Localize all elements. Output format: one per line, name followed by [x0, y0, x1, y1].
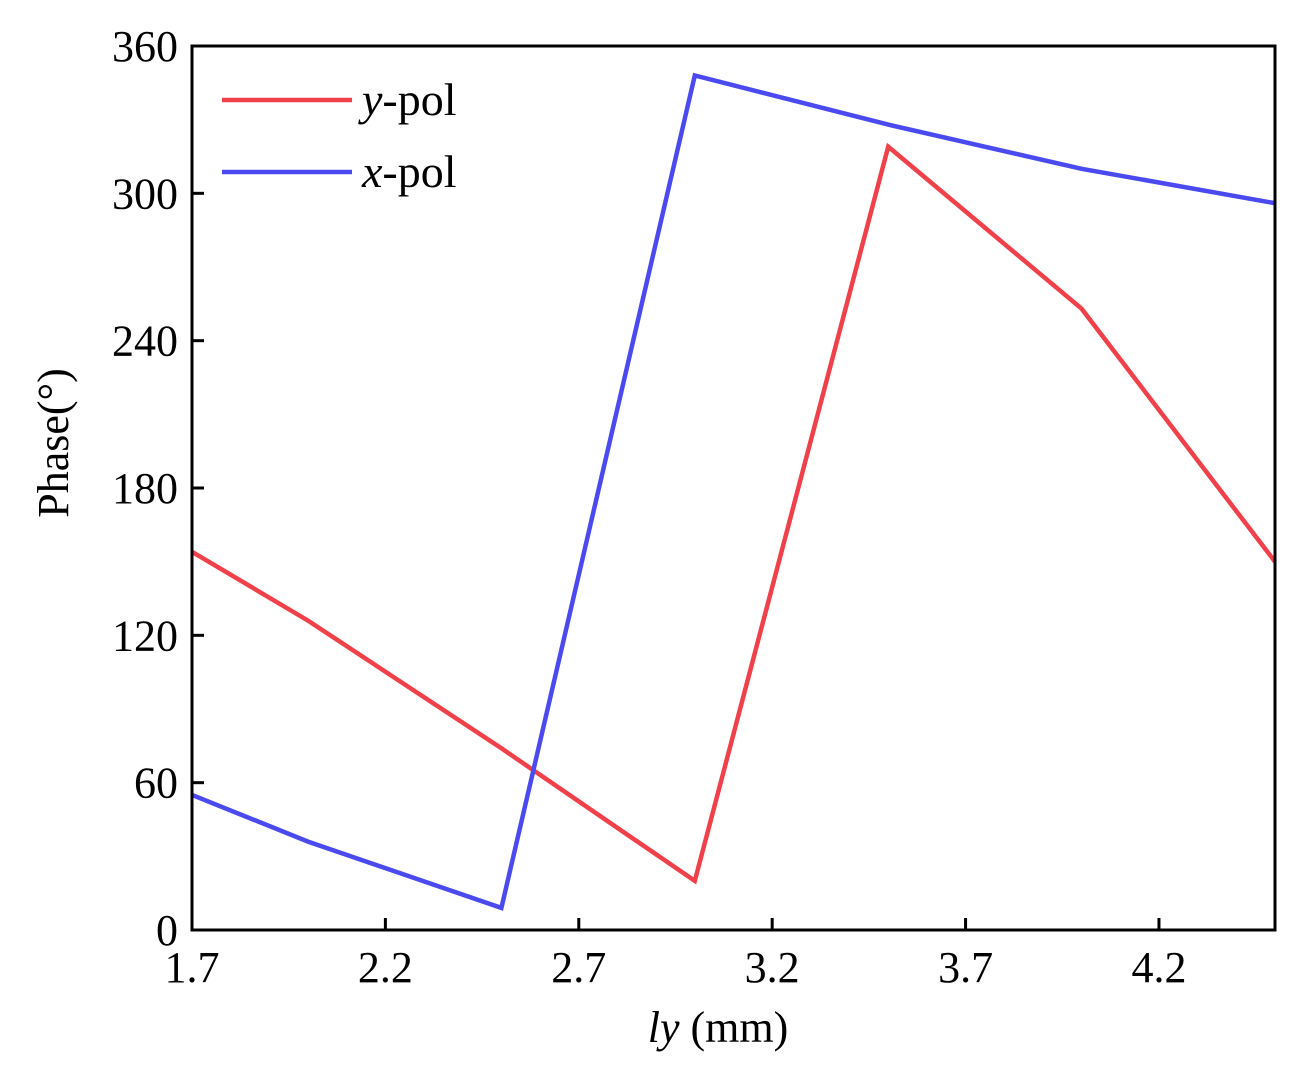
ticks-layer: 1.7 2.2 2.7 3.2 3.7 4.2 0 60 120 180 240 300 360	[112, 22, 1186, 992]
series-line-x-pol	[191, 72, 1276, 911]
y-tick-label: 360	[112, 22, 178, 71]
x-axis-label-italic: ly	[648, 1003, 680, 1052]
x-tick-label: 2.2	[358, 943, 413, 992]
legend-item-y-pol: y-pol	[222, 74, 457, 125]
y-tick-label: 300	[112, 169, 178, 218]
legend-label: x-pol	[361, 146, 457, 197]
x-tick-label: 3.2	[745, 943, 800, 992]
x-axis-label: ly (mm)	[648, 1003, 789, 1052]
y-axis-label: Phase(°)	[29, 368, 78, 518]
legend-item-x-pol: x-pol	[222, 146, 457, 197]
legend: y-pol x-pol	[222, 74, 457, 197]
y-tick-label: 120	[112, 611, 178, 660]
y-tick-label: 60	[134, 759, 178, 808]
x-tick-label: 2.7	[551, 943, 606, 992]
y-tick-label: 180	[112, 464, 178, 513]
plot-frame	[190, 44, 1277, 932]
x-tick-label: 3.7	[938, 943, 993, 992]
x-tick-label: 4.2	[1131, 943, 1186, 992]
series-layer	[190, 72, 1277, 911]
x-tick-label: 1.7	[165, 943, 220, 992]
y-tick-label: 240	[112, 317, 178, 366]
legend-label: y-pol	[358, 74, 457, 125]
y-tick-label: 0	[156, 906, 178, 955]
series-line-y-pol	[190, 142, 1277, 885]
x-axis-label-rest: (mm)	[680, 1003, 789, 1052]
